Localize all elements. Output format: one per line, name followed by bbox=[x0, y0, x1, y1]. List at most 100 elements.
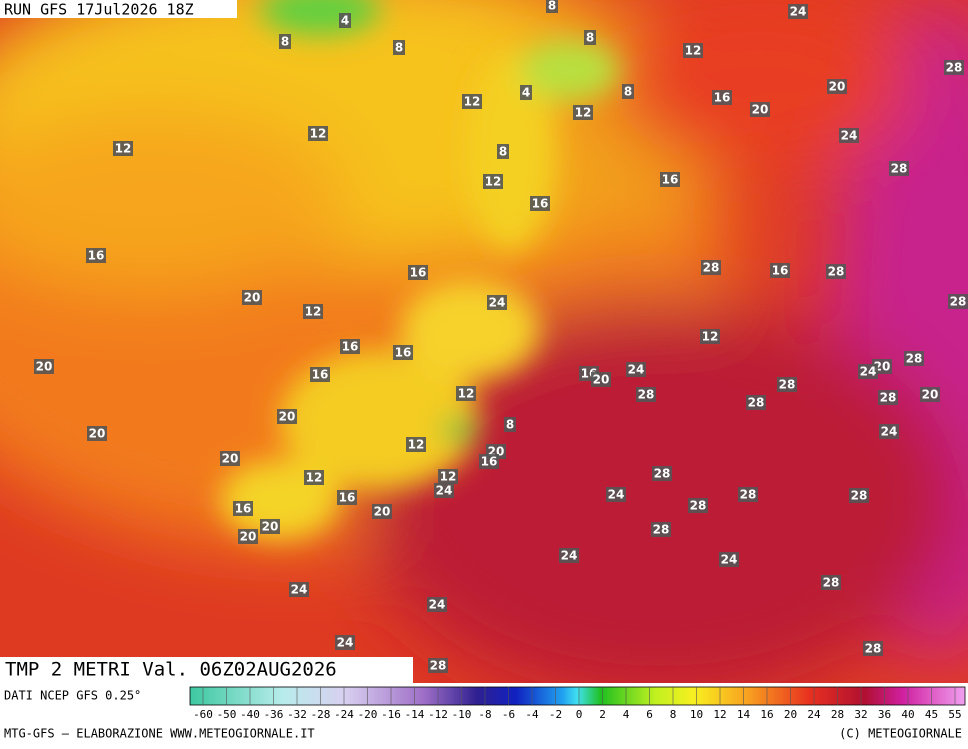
temperature-label: 28 bbox=[880, 391, 897, 405]
temperature-label: 16 bbox=[714, 91, 731, 105]
temperature-label: 8 bbox=[395, 41, 403, 55]
label-box bbox=[573, 105, 593, 120]
scale-label: -6 bbox=[502, 708, 515, 721]
scale-label: 6 bbox=[646, 708, 653, 721]
scale-label: 32 bbox=[854, 708, 867, 721]
temperature-label: 12 bbox=[685, 44, 702, 58]
temperature-label: 24 bbox=[337, 636, 354, 650]
label-box bbox=[858, 364, 878, 379]
temperature-label: 20 bbox=[244, 291, 261, 305]
label-box bbox=[406, 437, 426, 452]
temperature-label: 8 bbox=[624, 85, 632, 99]
color-scale: -60 -50 -40 -36 -32 -28 -24 -20 -16 -14 -12 -10 -8 -6… bbox=[193, 687, 962, 721]
label-box bbox=[434, 483, 454, 498]
temperature-label: 28 bbox=[748, 396, 765, 410]
temperature-label: 16 bbox=[662, 173, 679, 187]
label-box bbox=[438, 469, 458, 484]
temperature-label: 12 bbox=[458, 387, 475, 401]
scale-label: -24 bbox=[334, 708, 354, 721]
label-box bbox=[920, 387, 940, 402]
temperature-label: 28 bbox=[703, 261, 720, 275]
label-box bbox=[303, 304, 323, 319]
scale-label: 40 bbox=[901, 708, 914, 721]
label-box bbox=[530, 196, 550, 211]
temperature-label: 12 bbox=[440, 470, 457, 484]
scale-label: -28 bbox=[311, 708, 331, 721]
run-box bbox=[0, 0, 237, 18]
scale-label: -16 bbox=[381, 708, 401, 721]
label-box bbox=[788, 4, 808, 19]
label-box bbox=[770, 263, 790, 278]
label-box bbox=[497, 144, 509, 159]
temperature-label: 20 bbox=[593, 373, 610, 387]
label-box bbox=[34, 359, 54, 374]
scale-label: 45 bbox=[925, 708, 938, 721]
label-box bbox=[821, 575, 841, 590]
scale-label: -60 bbox=[193, 708, 213, 721]
label-box bbox=[683, 43, 703, 58]
scale-label: 10 bbox=[690, 708, 703, 721]
temperature-label: 20 bbox=[279, 410, 296, 424]
temperature-label: 24 bbox=[860, 365, 877, 379]
label-box bbox=[87, 426, 107, 441]
label-box bbox=[701, 260, 721, 275]
scale-label: 55 bbox=[948, 708, 961, 721]
temperature-label: 20 bbox=[829, 80, 846, 94]
scale-label: -50 bbox=[217, 708, 237, 721]
temperature-label: 16 bbox=[532, 197, 549, 211]
temperature-label: 16 bbox=[88, 249, 105, 263]
label-box bbox=[863, 641, 883, 656]
label-box bbox=[948, 294, 968, 309]
label-box bbox=[372, 504, 392, 519]
scale-label: 20 bbox=[784, 708, 797, 721]
scale-label: -20 bbox=[358, 708, 378, 721]
scale-label: 12 bbox=[713, 708, 726, 721]
label-box bbox=[750, 102, 770, 117]
label-box bbox=[944, 60, 964, 75]
title-box bbox=[0, 657, 413, 683]
temperature-label: 28 bbox=[891, 162, 908, 176]
label-box bbox=[260, 519, 280, 534]
temperature-label: 24 bbox=[841, 129, 858, 143]
label-box bbox=[651, 522, 671, 537]
scale-label: 16 bbox=[760, 708, 773, 721]
temperature-label: 24 bbox=[436, 484, 453, 498]
label-box bbox=[904, 351, 924, 366]
label-box bbox=[220, 451, 240, 466]
label-box bbox=[408, 265, 428, 280]
label-box bbox=[233, 501, 253, 516]
label-box bbox=[289, 582, 309, 597]
temperature-label: 8 bbox=[586, 31, 594, 45]
temperature-label: 28 bbox=[906, 352, 923, 366]
label-box bbox=[242, 290, 262, 305]
temperature-label: 28 bbox=[851, 489, 868, 503]
temperature-label: 28 bbox=[828, 265, 845, 279]
temperature-label: 24 bbox=[608, 488, 625, 502]
label-box bbox=[337, 490, 357, 505]
temperature-label: 24 bbox=[881, 425, 898, 439]
temperature-label: 20 bbox=[89, 427, 106, 441]
temperature-label: 24 bbox=[628, 363, 645, 377]
label-box bbox=[504, 417, 516, 432]
label-box bbox=[487, 295, 507, 310]
label-box bbox=[304, 470, 324, 485]
temperature-label: 28 bbox=[638, 388, 655, 402]
scale-label: 24 bbox=[807, 708, 821, 721]
label-box bbox=[584, 30, 596, 45]
temperature-label: 4 bbox=[341, 14, 349, 28]
temperature-label: 24 bbox=[291, 583, 308, 597]
temperature-label: 28 bbox=[653, 523, 670, 537]
temperature-label: 28 bbox=[779, 378, 796, 392]
temperature-label: 28 bbox=[740, 488, 757, 502]
label-box bbox=[688, 498, 708, 513]
label-box bbox=[238, 529, 258, 544]
temperature-label: 12 bbox=[115, 142, 132, 156]
temperature-label: 16 bbox=[481, 455, 498, 469]
label-box bbox=[310, 367, 330, 382]
map-title: TMP 2 METRI Val. 06Z02AUG2026 bbox=[5, 659, 337, 681]
scale-label: 2 bbox=[599, 708, 606, 721]
temperature-label: 24 bbox=[790, 5, 807, 19]
scale-label: 8 bbox=[670, 708, 677, 721]
temperature-label: 12 bbox=[310, 127, 327, 141]
